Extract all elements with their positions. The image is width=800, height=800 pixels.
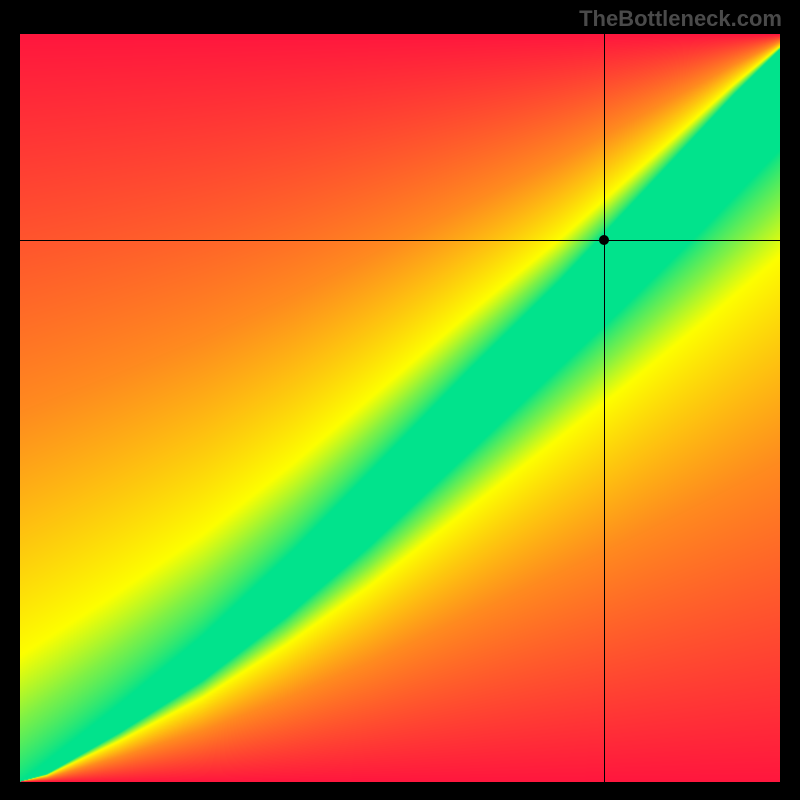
plot-area (20, 34, 780, 782)
crosshair-vertical (604, 34, 606, 782)
heatmap-canvas (20, 34, 780, 782)
crosshair-horizontal (20, 240, 780, 242)
chart-container: TheBottleneck.com (0, 0, 800, 800)
watermark-text: TheBottleneck.com (579, 6, 782, 32)
crosshair-marker (599, 235, 609, 245)
